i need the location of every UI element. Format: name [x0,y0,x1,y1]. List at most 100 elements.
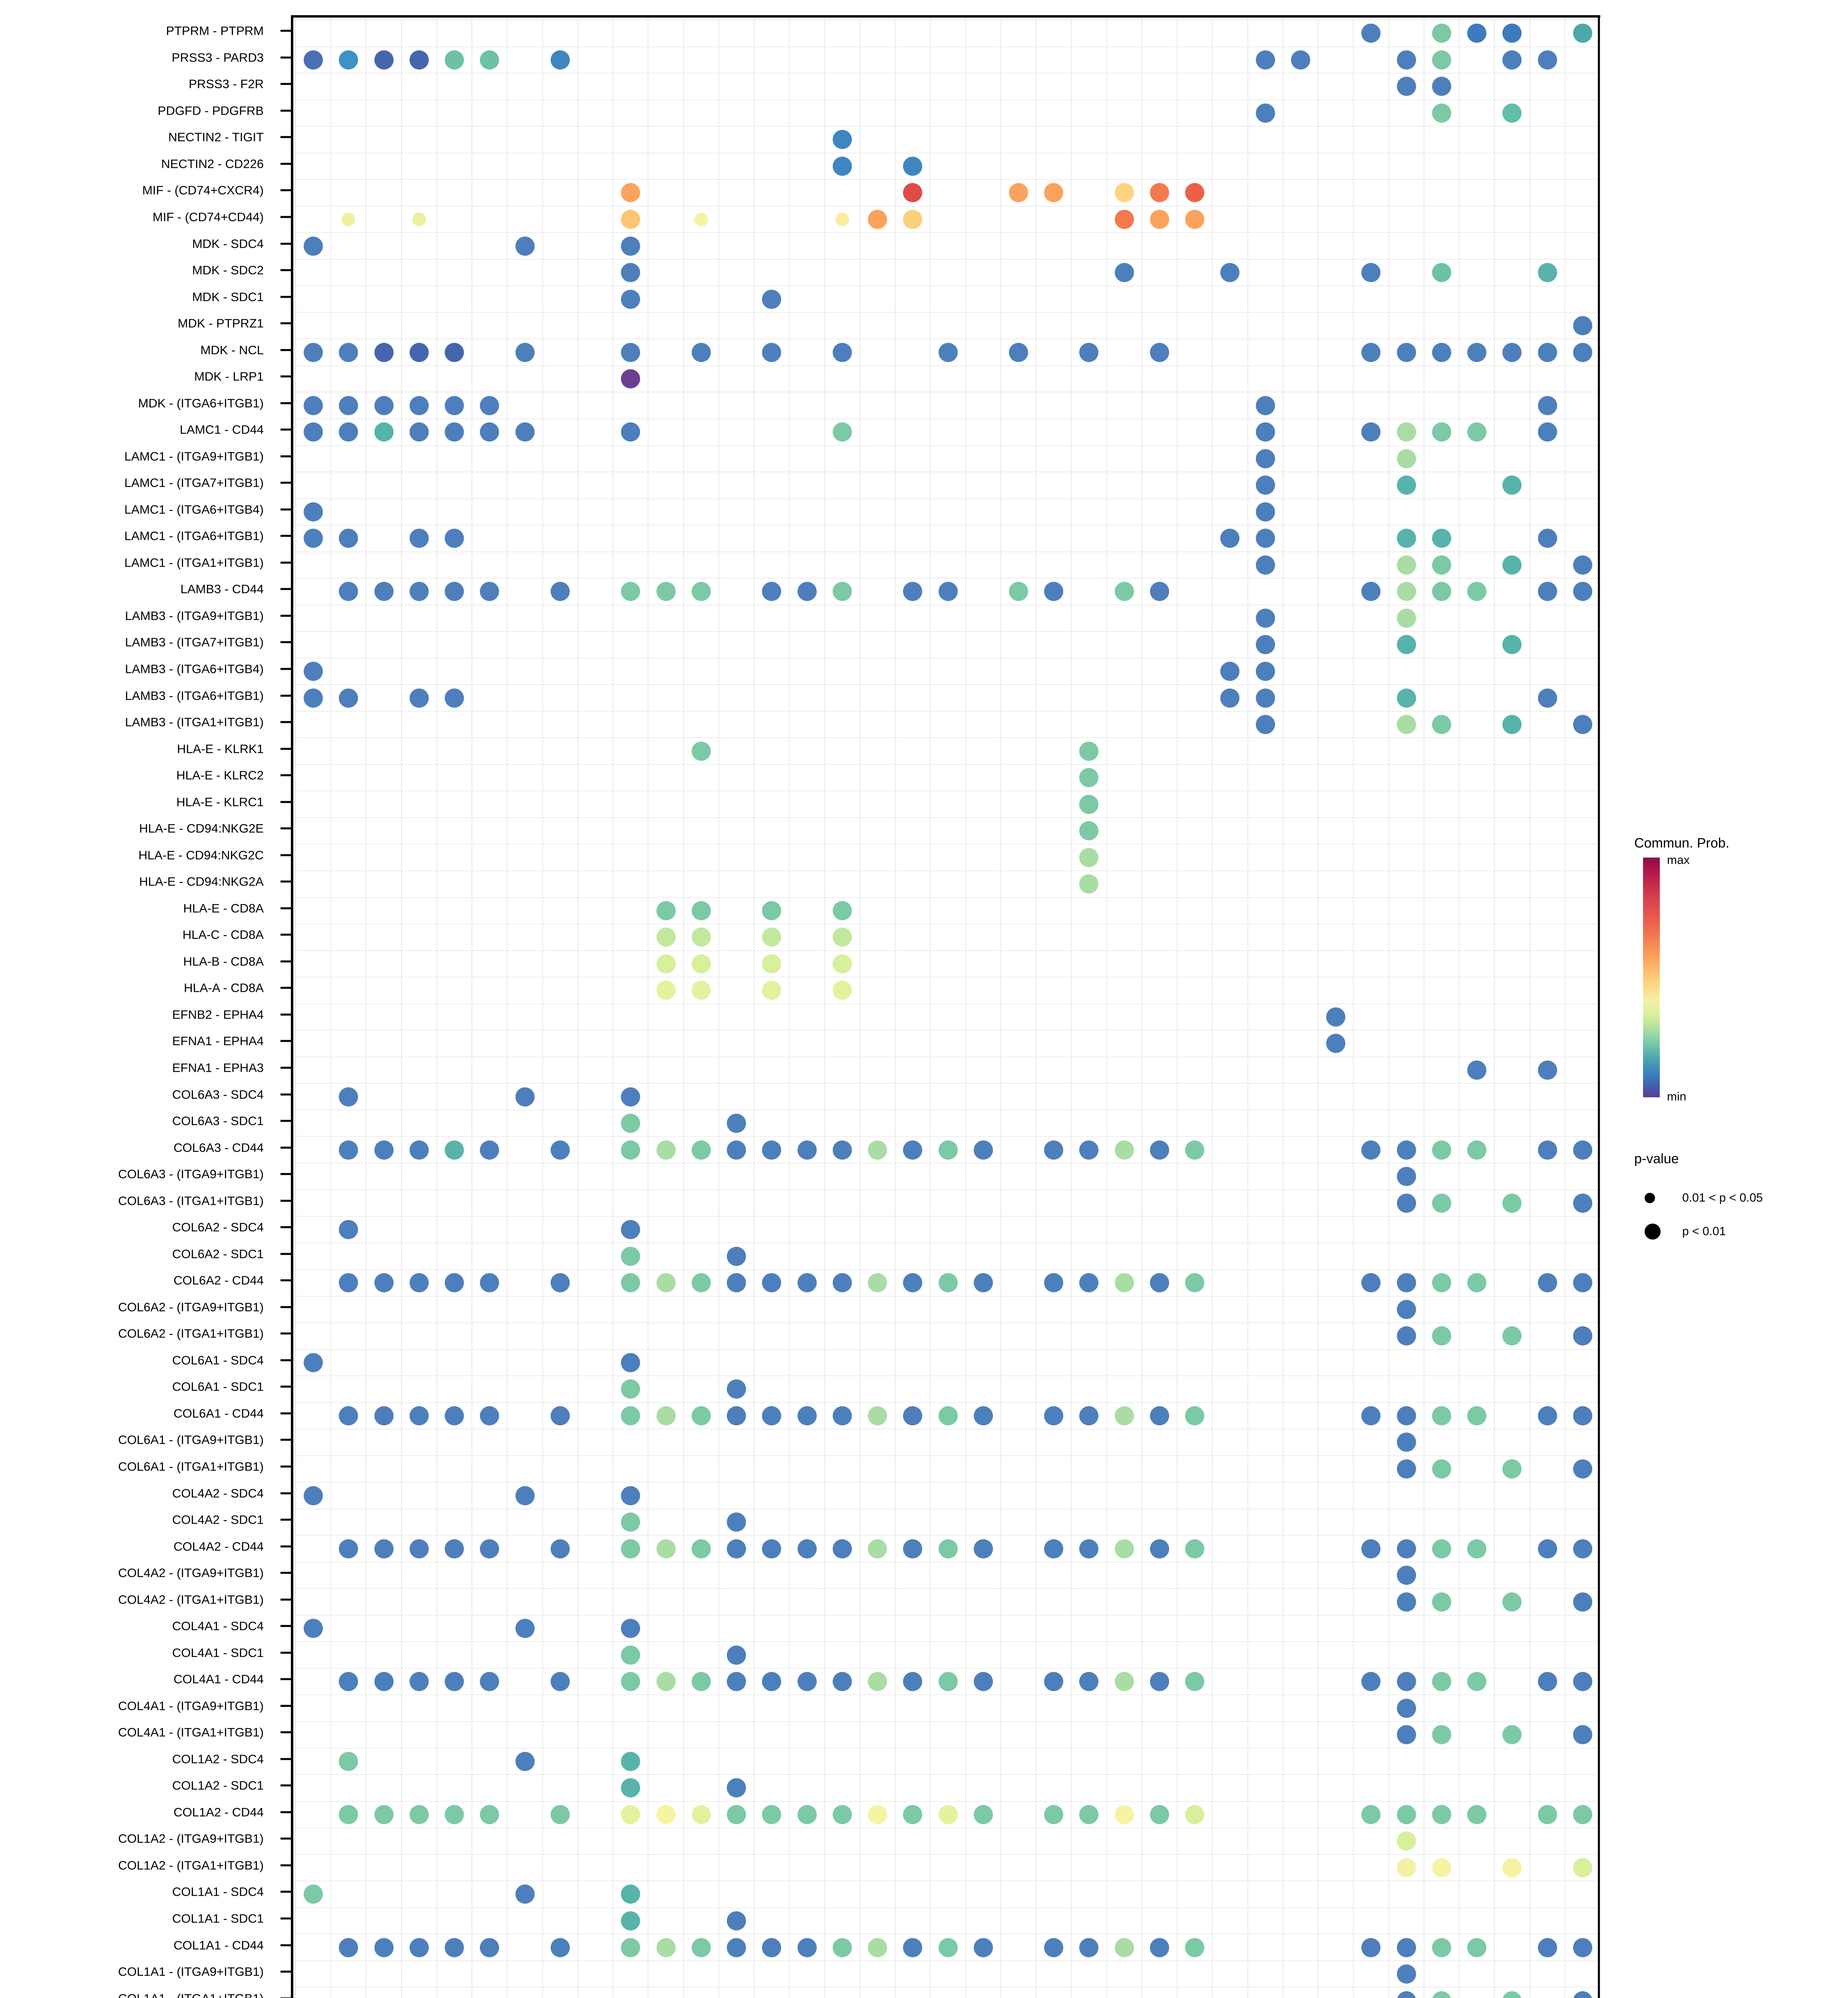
bubble-point[interactable] [1432,342,1451,362]
bubble-point[interactable] [973,1273,993,1293]
bubble-point[interactable] [1150,1805,1169,1824]
bubble-point[interactable] [656,954,676,973]
bubble-point[interactable] [1396,342,1416,362]
bubble-point[interactable] [621,1273,641,1293]
bubble-point[interactable] [1361,1938,1381,1957]
bubble-point[interactable] [621,582,641,601]
bubble-point[interactable] [762,1539,782,1558]
bubble-point[interactable] [1396,1140,1416,1160]
bubble-point[interactable] [1502,715,1522,734]
bubble-point[interactable] [762,1273,782,1293]
bubble-point[interactable] [691,582,711,601]
bubble-point[interactable] [304,396,323,415]
bubble-point[interactable] [832,1406,852,1425]
bubble-point[interactable] [1150,1672,1169,1692]
bubble-point[interactable] [1432,1406,1451,1425]
bubble-point[interactable] [621,1512,641,1532]
bubble-point[interactable] [656,981,676,1000]
bubble-point[interactable] [480,1539,499,1558]
bubble-point[interactable] [1432,1725,1451,1745]
bubble-point[interactable] [1538,688,1557,708]
bubble-point[interactable] [1114,1672,1134,1692]
bubble-point[interactable] [621,1406,641,1425]
bubble-point[interactable] [1573,582,1592,601]
bubble-point[interactable] [1502,1193,1522,1213]
bubble-point[interactable] [621,1885,641,1904]
bubble-point[interactable] [339,688,358,708]
bubble-point[interactable] [621,1353,641,1372]
bubble-point[interactable] [1396,715,1416,734]
bubble-point[interactable] [1255,502,1275,521]
bubble-point[interactable] [1396,1433,1416,1452]
bubble-point[interactable] [903,1539,923,1558]
bubble-point[interactable] [1432,555,1451,575]
bubble-point[interactable] [304,342,323,362]
bubble-point[interactable] [1502,50,1522,70]
bubble-point[interactable] [1502,1326,1522,1346]
bubble-point[interactable] [1538,1805,1557,1824]
bubble-point[interactable] [727,1273,746,1293]
bubble-point[interactable] [374,1539,394,1558]
bubble-point[interactable] [1255,396,1275,415]
bubble-point[interactable] [727,1938,746,1957]
bubble-point[interactable] [1396,608,1416,628]
bubble-point[interactable] [656,1273,676,1293]
bubble-point[interactable] [1467,582,1487,601]
bubble-point[interactable] [656,1539,676,1558]
bubble-point[interactable] [1255,635,1275,655]
bubble-point[interactable] [1538,422,1557,442]
bubble-point[interactable] [1502,342,1522,362]
bubble-point[interactable] [1114,263,1134,283]
bubble-point[interactable] [339,529,358,548]
bubble-point[interactable] [797,1140,817,1160]
bubble-point[interactable] [1150,1539,1169,1558]
bubble-point[interactable] [1396,1459,1416,1479]
bubble-point[interactable] [1009,342,1028,362]
bubble-point[interactable] [1044,582,1064,601]
bubble-point[interactable] [1114,582,1134,601]
bubble-point[interactable] [762,901,782,920]
bubble-point[interactable] [1467,24,1487,43]
bubble-point[interactable] [1396,1193,1416,1213]
bubble-point[interactable] [691,342,711,362]
bubble-point[interactable] [1079,1672,1099,1692]
bubble-point[interactable] [304,422,323,442]
bubble-point[interactable] [1114,209,1134,229]
bubble-point[interactable] [1502,1991,1522,1998]
bubble-point[interactable] [938,1273,958,1293]
bubble-point[interactable] [691,1539,711,1558]
bubble-point[interactable] [515,422,535,442]
bubble-point[interactable] [1009,582,1028,601]
bubble-point[interactable] [1361,342,1381,362]
bubble-point[interactable] [1573,1592,1592,1612]
bubble-point[interactable] [409,1805,429,1824]
bubble-point[interactable] [691,901,711,920]
bubble-point[interactable] [621,1087,641,1106]
bubble-point[interactable] [304,50,323,70]
bubble-point[interactable] [409,688,429,708]
bubble-point[interactable] [691,1805,711,1824]
bubble-point[interactable] [1361,582,1381,601]
bubble-point[interactable] [1432,263,1451,283]
bubble-point[interactable] [1255,555,1275,575]
bubble-point[interactable] [1185,1140,1205,1160]
bubble-point[interactable] [656,1672,676,1692]
bubble-point[interactable] [1396,1805,1416,1824]
bubble-point[interactable] [445,1539,464,1558]
bubble-point[interactable] [1396,422,1416,442]
bubble-point[interactable] [1573,555,1592,575]
bubble-point[interactable] [868,1805,887,1824]
bubble-point[interactable] [1079,874,1099,894]
bubble-point[interactable] [339,1140,358,1160]
bubble-point[interactable] [903,582,923,601]
bubble-point[interactable] [1573,1858,1592,1877]
bubble-point[interactable] [515,1885,535,1904]
bubble-point[interactable] [1467,1672,1487,1692]
bubble-point[interactable] [1502,103,1522,123]
bubble-point[interactable] [304,1486,323,1505]
bubble-point[interactable] [445,342,464,362]
bubble-point[interactable] [1432,1273,1451,1293]
bubble-point[interactable] [1432,1459,1451,1479]
bubble-point[interactable] [1396,77,1416,96]
bubble-point[interactable] [1114,1273,1134,1293]
